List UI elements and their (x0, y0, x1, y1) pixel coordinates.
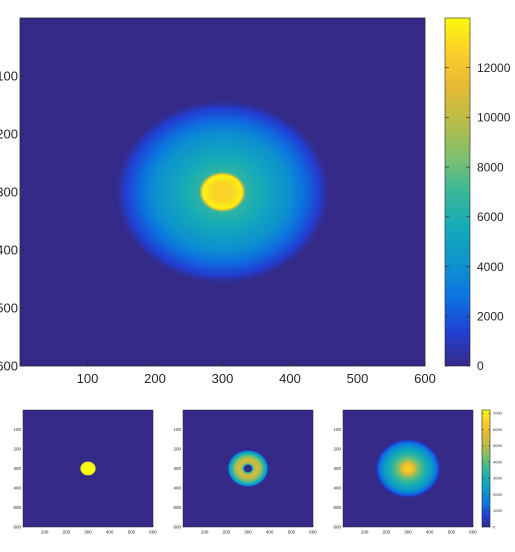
colorbar-tick-label: 0 (493, 524, 496, 529)
x-tick-label: 400 (279, 371, 301, 386)
x-tick-label: 200 (223, 530, 231, 535)
heatmap-field (376, 439, 441, 498)
heatmap-field (227, 450, 268, 487)
colorbar-tick-label: 0 (477, 359, 484, 373)
y-tick-label: 300 (333, 466, 341, 471)
x-tick-label: 500 (448, 530, 456, 535)
colorbar-tick-label: 7000 (493, 411, 503, 416)
y-tick-label: 400 (333, 486, 341, 491)
y-tick-label: 500 (13, 505, 21, 510)
x-tick-label: 200 (63, 530, 71, 535)
x-tick-label: 300 (244, 530, 252, 535)
y-tick-label: 100 (0, 69, 18, 84)
colorbar: 0 1000 2000 3000 4000 5000 6000 7000 (482, 410, 503, 529)
colorbar-tick-label: 6000 (477, 210, 504, 224)
y-tick-label: 400 (0, 243, 18, 258)
colorbar-tick-label: 2000 (477, 309, 504, 323)
colorbar-tick-label: 3000 (493, 476, 503, 481)
x-tick-label: 300 (404, 530, 412, 535)
x-tick-label: 500 (128, 530, 136, 535)
x-tick-label: 400 (106, 530, 114, 535)
y-tick-label: 400 (13, 486, 21, 491)
x-tick-label: 300 (84, 530, 92, 535)
colorbar-tick-label: 4000 (493, 459, 503, 464)
colorbar-tick-label: 10000 (477, 111, 511, 125)
heatmap-panel-2: 100 200 300 400 500 600 100 200 300 400 500 600 (13, 410, 157, 535)
colorbar-tick-label: 12000 (477, 61, 511, 75)
y-tick-label: 100 (173, 427, 181, 432)
y-tick-label: 300 (0, 185, 18, 200)
x-tick-label: 600 (309, 530, 317, 535)
colorbar-tick-label: 2000 (493, 492, 503, 497)
x-tick-label: 500 (288, 530, 296, 535)
colorbar-tick-label: 4000 (477, 260, 504, 274)
x-tick-label: 600 (469, 530, 477, 535)
heatmap-field (115, 99, 331, 285)
x-tick-label: 100 (41, 530, 49, 535)
y-tick-label: 600 (0, 359, 18, 374)
y-tick-label: 500 (173, 505, 181, 510)
y-tick-label: 600 (13, 525, 21, 530)
colorbar-gradient (482, 410, 490, 527)
y-tick-label: 300 (173, 466, 181, 471)
heatmap-disk (80, 462, 95, 476)
x-tick-label: 200 (144, 371, 166, 386)
colorbar-tick-label: 1000 (493, 508, 503, 513)
colorbar-tick-label: 6000 (493, 427, 503, 432)
y-tick-label: 100 (13, 427, 21, 432)
x-tick-label: 400 (266, 530, 274, 535)
x-tick-label: 300 (212, 371, 234, 386)
colorbar: 0 2000 4000 6000 8000 10000 12000 (445, 18, 511, 373)
heatmap-ring (222, 191, 223, 192)
y-tick-label: 200 (333, 447, 341, 452)
y-tick-label: 200 (173, 447, 181, 452)
x-tick-label: 100 (77, 371, 99, 386)
heatmap-panel-3: 100 200 300 400 500 600 100 200 300 400 500 600 (173, 410, 317, 535)
x-tick-label: 500 (347, 371, 369, 386)
y-tick-label: 300 (13, 466, 21, 471)
x-tick-label: 200 (383, 530, 391, 535)
x-tick-label: 100 (201, 530, 209, 535)
x-tick-label: 400 (426, 530, 434, 535)
heatmap-field (80, 462, 95, 476)
y-tick-label: 600 (333, 525, 341, 530)
y-tick-label: 200 (0, 127, 18, 142)
colorbar-gradient (445, 18, 470, 366)
y-tick-label: 600 (173, 525, 181, 530)
colorbar-tick-label: 8000 (477, 160, 504, 174)
y-tick-label: 400 (173, 486, 181, 491)
y-tick-label: 500 (333, 505, 341, 510)
y-tick-label: 100 (333, 427, 341, 432)
heatmap-panel-1: 1002003004005006001002003004005006000200… (0, 18, 511, 386)
x-tick-label: 100 (361, 530, 369, 535)
colorbar-tick-label: 5000 (493, 443, 503, 448)
x-tick-label: 600 (149, 530, 157, 535)
y-tick-label: 500 (0, 301, 18, 316)
y-tick-label: 200 (13, 447, 21, 452)
x-tick-label: 600 (414, 371, 436, 386)
